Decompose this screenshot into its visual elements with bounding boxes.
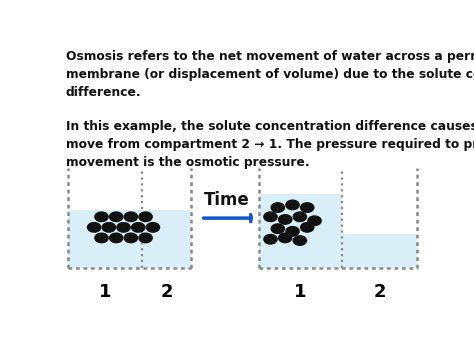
- Bar: [259, 194, 342, 268]
- Text: Time: Time: [203, 191, 249, 209]
- Circle shape: [139, 233, 152, 243]
- Circle shape: [279, 215, 292, 224]
- Circle shape: [124, 212, 137, 222]
- Text: 1: 1: [294, 283, 307, 301]
- Circle shape: [264, 212, 277, 222]
- Circle shape: [139, 212, 152, 222]
- Circle shape: [102, 223, 116, 232]
- Bar: [142, 210, 191, 268]
- Circle shape: [271, 224, 284, 234]
- Circle shape: [117, 223, 130, 232]
- Circle shape: [264, 235, 277, 244]
- Circle shape: [293, 236, 307, 245]
- Circle shape: [95, 212, 108, 222]
- Circle shape: [132, 223, 145, 232]
- Circle shape: [109, 212, 123, 222]
- Text: In this example, the solute concentration difference causes water to: In this example, the solute concentratio…: [66, 120, 474, 133]
- Circle shape: [286, 200, 299, 210]
- Text: movement is the osmotic pressure.: movement is the osmotic pressure.: [66, 156, 310, 169]
- Circle shape: [146, 223, 160, 232]
- Circle shape: [109, 233, 123, 243]
- Circle shape: [95, 233, 108, 243]
- Text: membrane (or displacement of volume) due to the solute concentration: membrane (or displacement of volume) due…: [66, 68, 474, 81]
- Text: Osmosis refers to the net movement of water across a permeable: Osmosis refers to the net movement of wa…: [66, 50, 474, 63]
- Circle shape: [88, 223, 101, 232]
- Circle shape: [293, 212, 307, 222]
- Text: move from compartment 2 → 1. The pressure required to prevent this: move from compartment 2 → 1. The pressur…: [66, 138, 474, 151]
- Bar: [68, 210, 142, 268]
- Circle shape: [279, 233, 292, 243]
- Circle shape: [286, 227, 299, 236]
- Circle shape: [301, 223, 314, 232]
- Text: 2: 2: [161, 283, 173, 301]
- Circle shape: [308, 216, 321, 225]
- Circle shape: [301, 203, 314, 212]
- Circle shape: [124, 233, 137, 243]
- Text: difference.: difference.: [66, 86, 141, 99]
- Text: 2: 2: [373, 283, 386, 301]
- Bar: [342, 234, 418, 268]
- Text: 1: 1: [99, 283, 111, 301]
- Circle shape: [271, 203, 284, 212]
